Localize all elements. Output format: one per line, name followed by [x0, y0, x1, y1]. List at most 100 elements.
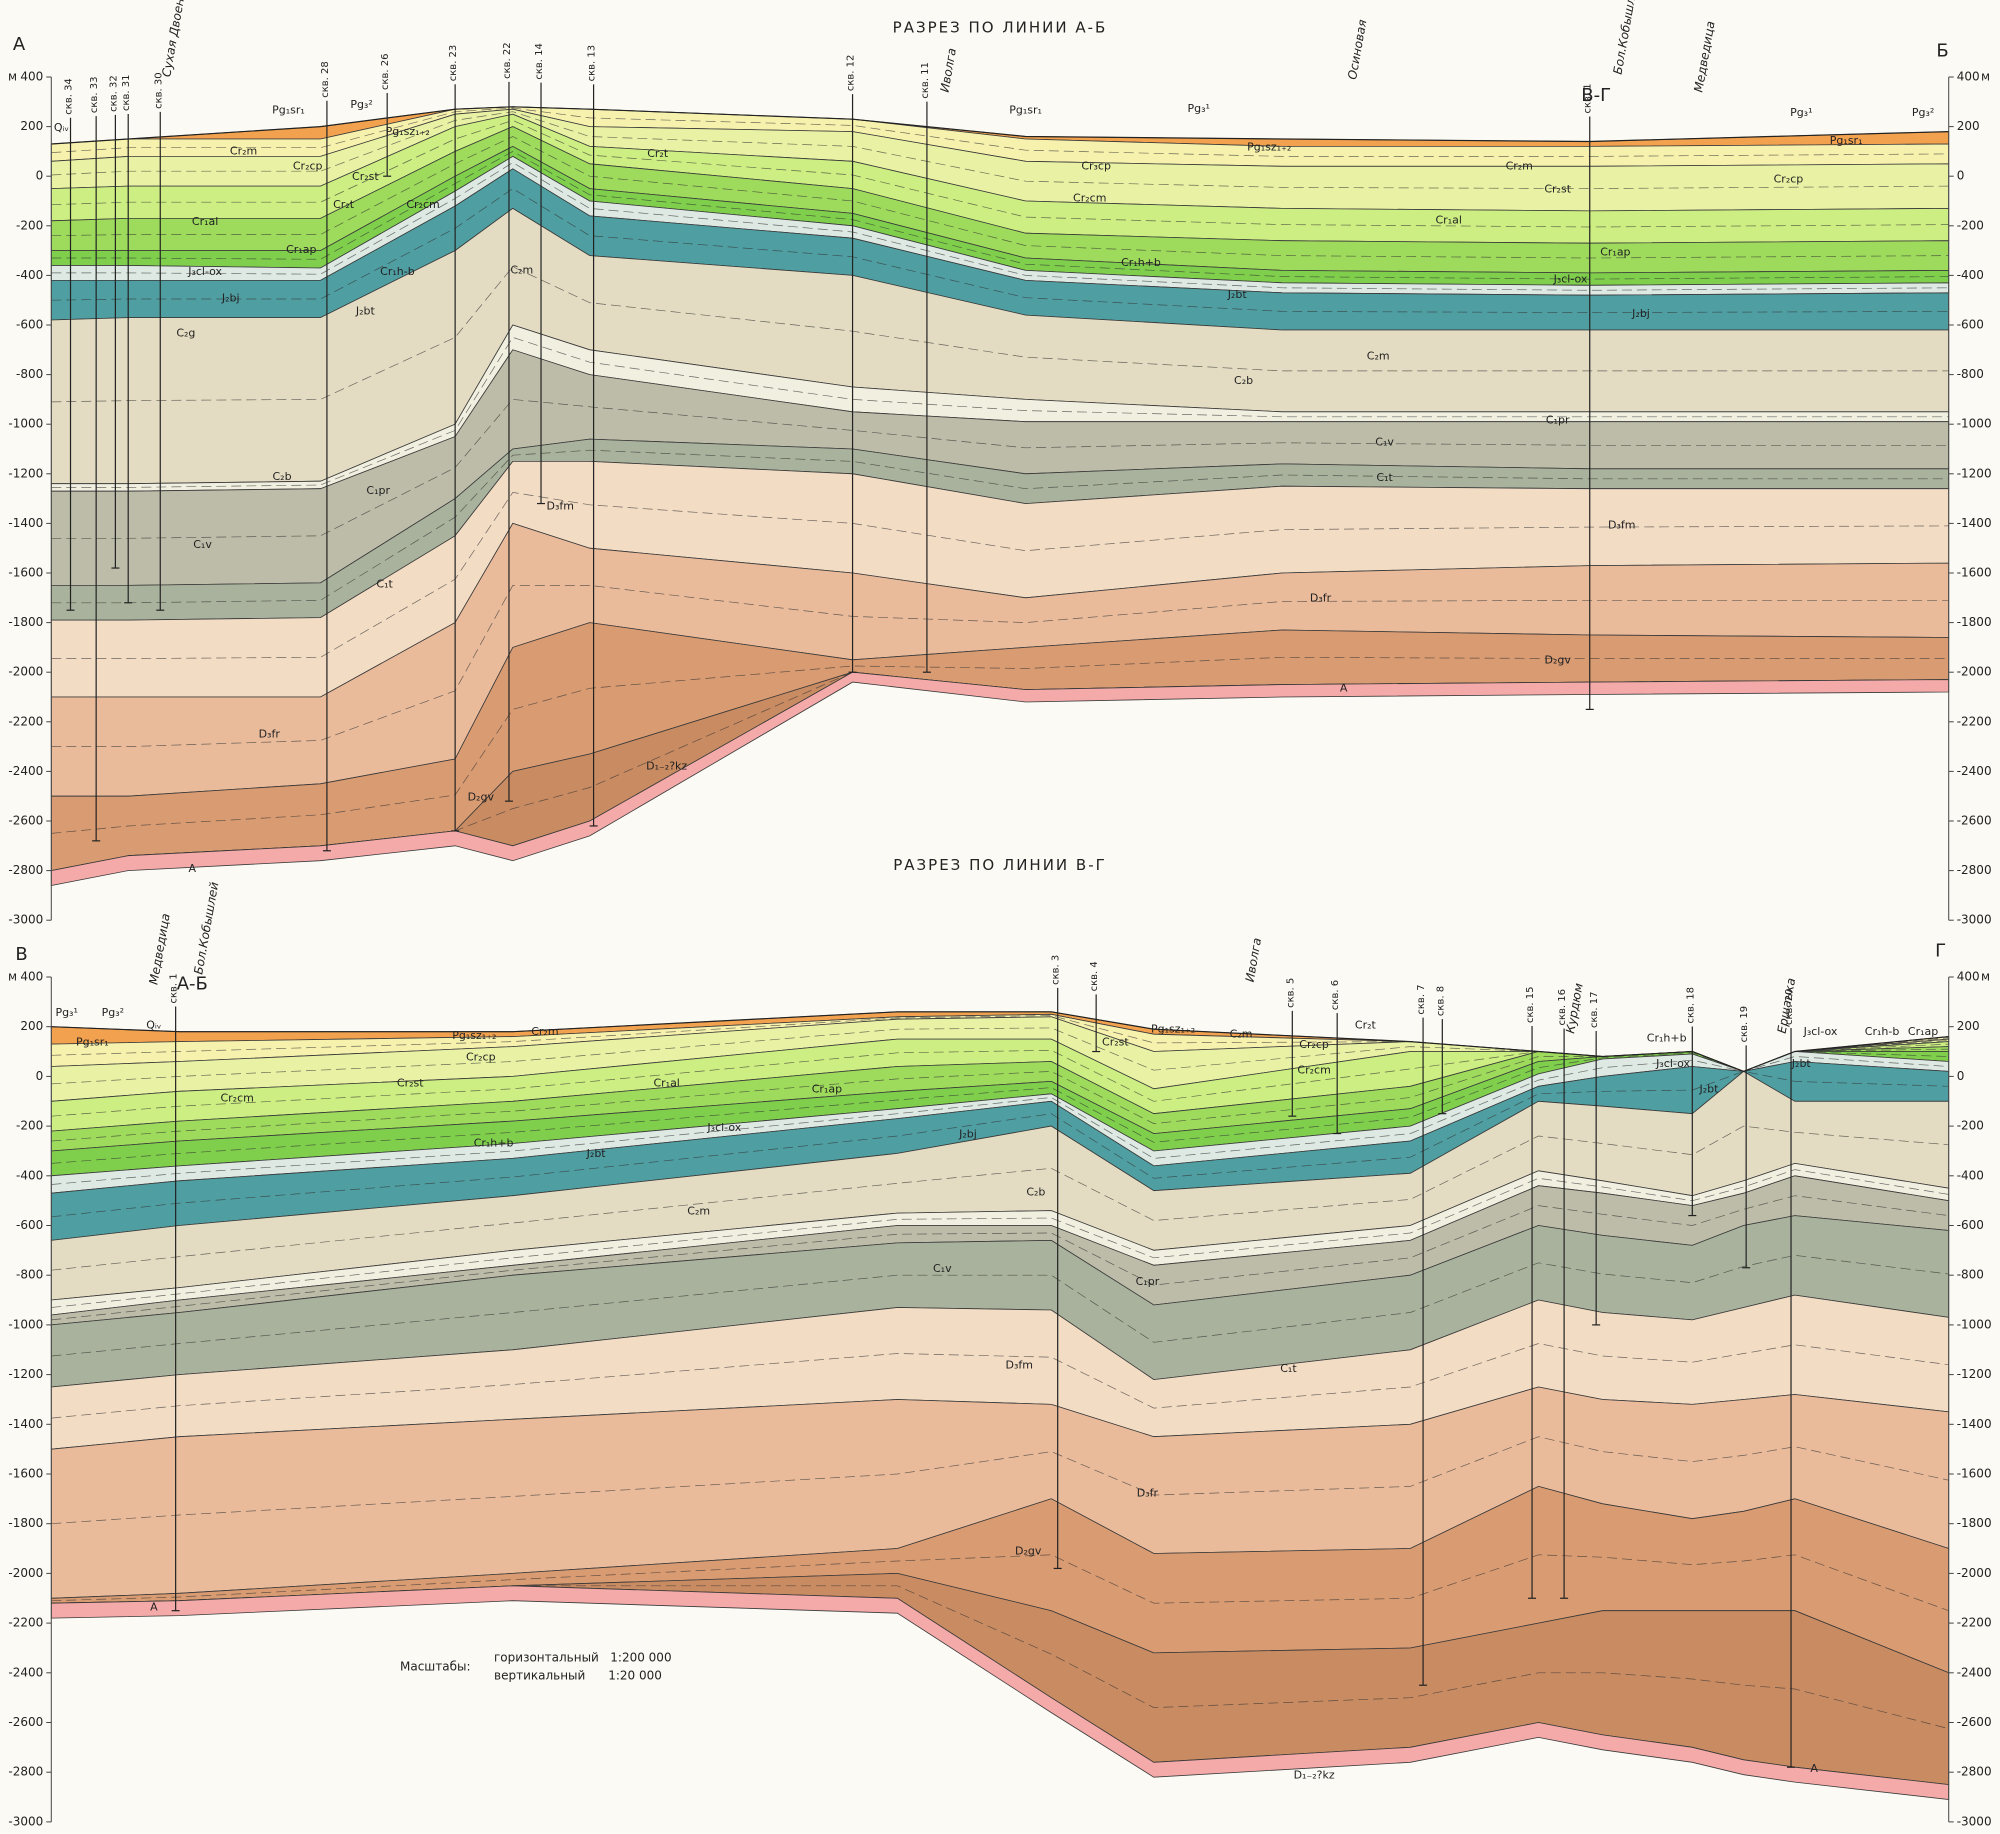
- formation-label: J₂bt: [1791, 1057, 1812, 1070]
- well-label: скв. 1: [169, 973, 180, 1003]
- formation-label: C₂m: [510, 264, 533, 277]
- depth-label: -1800: [1957, 615, 1992, 629]
- layer-dashed-line: [51, 399, 1949, 539]
- depth-label: -2000: [8, 1566, 43, 1580]
- depth-label: -1000: [8, 1317, 43, 1331]
- depth-label: -600: [1957, 1218, 1984, 1232]
- formation-label: Cr₁h-b: [1865, 1025, 1900, 1038]
- well-label: скв. 33: [89, 77, 100, 114]
- formation-label: C₁t: [1376, 471, 1393, 484]
- section-title: РАЗРЕЗ ПО ЛИНИИ В-Г: [893, 856, 1107, 874]
- well-label: скв. 14: [534, 43, 545, 80]
- depth-label: -1600: [1957, 566, 1992, 580]
- formation-label: Pg₁sr₁: [1830, 134, 1863, 147]
- depth-label: -3000: [8, 913, 43, 927]
- formation-label: D₃fm: [547, 499, 574, 512]
- formation-label: J₂bj: [958, 1128, 977, 1141]
- depth-label: -1200: [1957, 1367, 1992, 1381]
- depth-label: -200: [1957, 218, 1984, 232]
- depth-label: -800: [16, 1268, 43, 1282]
- formation-label: Pg₁sz₁₊₂: [452, 1029, 496, 1042]
- formation-label: А: [1340, 681, 1348, 694]
- formation-label: D₁₋₂?kz: [1294, 1769, 1335, 1782]
- formation-label: C₁v: [933, 1262, 952, 1275]
- well-label: скв. 15: [1525, 987, 1536, 1024]
- formation-label: Cr₂cm: [1073, 192, 1106, 205]
- well-label: скв. 17: [1589, 992, 1600, 1029]
- depth-label: -1200: [1957, 466, 1992, 480]
- formation-label: Pg₁sz₁₊₂: [1247, 140, 1291, 153]
- depth-label: 400: [1957, 970, 1980, 984]
- formation-label: Pg₃²: [102, 1006, 124, 1019]
- depth-label: -2800: [8, 863, 43, 877]
- formation-label: Cr₂t: [333, 198, 355, 211]
- formation-label: Cr₂cm: [406, 198, 439, 211]
- formation-label: Pg₃²: [1912, 106, 1934, 119]
- formation-label: C₂b: [273, 470, 292, 483]
- formation-label: Cr₃cp: [1081, 160, 1111, 173]
- layer-dashed-line: [51, 1169, 1949, 1308]
- formation-label: C₂m: [1367, 349, 1390, 362]
- well-label: скв. 4: [1089, 961, 1100, 991]
- depth-label: -400: [1957, 1168, 1984, 1182]
- formation-label: Pg₁sr₁: [272, 103, 305, 116]
- layer-dashed-line: [51, 1027, 1949, 1085]
- well-label: скв. 18: [1685, 987, 1696, 1024]
- layer-dashed-line: [51, 492, 1949, 659]
- depth-label: 200: [20, 1019, 43, 1033]
- formation-label: C₂m: [1230, 1028, 1253, 1041]
- well-label: скв. 19: [1739, 1006, 1750, 1043]
- well-label: скв. 31: [121, 74, 132, 111]
- depth-label: -1400: [1957, 516, 1992, 530]
- ground-surface: [51, 106, 1949, 145]
- depth-label: -1400: [8, 516, 43, 530]
- depth-label: -1200: [8, 466, 43, 480]
- formation-label: D₂gv: [468, 790, 495, 803]
- formation-label: J₂bt: [586, 1147, 607, 1160]
- formation-label: Cr₂m: [531, 1025, 558, 1038]
- river-name: Осиновая: [1345, 18, 1369, 80]
- depth-label: -200: [16, 1119, 43, 1133]
- formation-label: C₂b: [1234, 374, 1253, 387]
- formation-label: Cr₂st: [1102, 1035, 1129, 1048]
- layer-dashed-line: [51, 336, 1949, 488]
- formation-label: Pg₁sz₁₊₂: [1151, 1022, 1195, 1035]
- formation-label: Cr₂t: [1355, 1019, 1377, 1032]
- well-label: скв. 20: [1784, 989, 1795, 1026]
- depth-label: -2000: [1957, 665, 1992, 679]
- depth-label: -400: [1957, 268, 1984, 282]
- well-label: скв. 7: [1416, 984, 1427, 1014]
- well-label: скв. 3: [1051, 955, 1062, 985]
- depth-label: -2600: [1957, 1715, 1992, 1729]
- ground-surface: [51, 1011, 1949, 1073]
- depth-label: -400: [16, 268, 43, 282]
- layer-dashed-line: [51, 449, 1949, 604]
- depth-label: -1400: [8, 1417, 43, 1431]
- layer-dashed-line: [51, 150, 1949, 280]
- formation-label: C₁pr: [366, 484, 390, 497]
- depth-label: -800: [1957, 1268, 1984, 1282]
- formation-label: D₃fm: [1608, 519, 1635, 532]
- formation-label: C₂b: [1026, 1185, 1045, 1198]
- depth-label: -600: [16, 318, 43, 332]
- section-end: Г: [1935, 940, 1946, 961]
- formation-label: D₂gv: [1015, 1544, 1042, 1557]
- crossing-label: В-Г: [1581, 85, 1611, 106]
- river-name: Медведица: [1691, 20, 1717, 93]
- formation-label: Cr₂m: [230, 144, 257, 157]
- depth-label: -2600: [1957, 814, 1992, 828]
- depth-unit: м: [1981, 70, 1990, 84]
- formation-label: J₂bt: [1227, 288, 1248, 301]
- well-label: скв. 32: [108, 75, 119, 112]
- layer-dashed-line: [51, 1554, 1949, 1612]
- well-label: скв. 11: [920, 62, 931, 99]
- river-name: Бол.Кобышлей: [1611, 0, 1641, 75]
- well-label: скв. 30: [153, 72, 164, 109]
- formation-label: Cr₂cp: [293, 160, 323, 173]
- crossing-label: А-Б: [177, 974, 208, 995]
- formation-label: D₃fr: [1137, 1487, 1159, 1500]
- formation-label: J₂bt: [355, 305, 376, 318]
- depth-label: -1600: [8, 566, 43, 580]
- river-name: Иволга: [1243, 937, 1265, 983]
- formation-label: Cr₂st: [397, 1076, 424, 1089]
